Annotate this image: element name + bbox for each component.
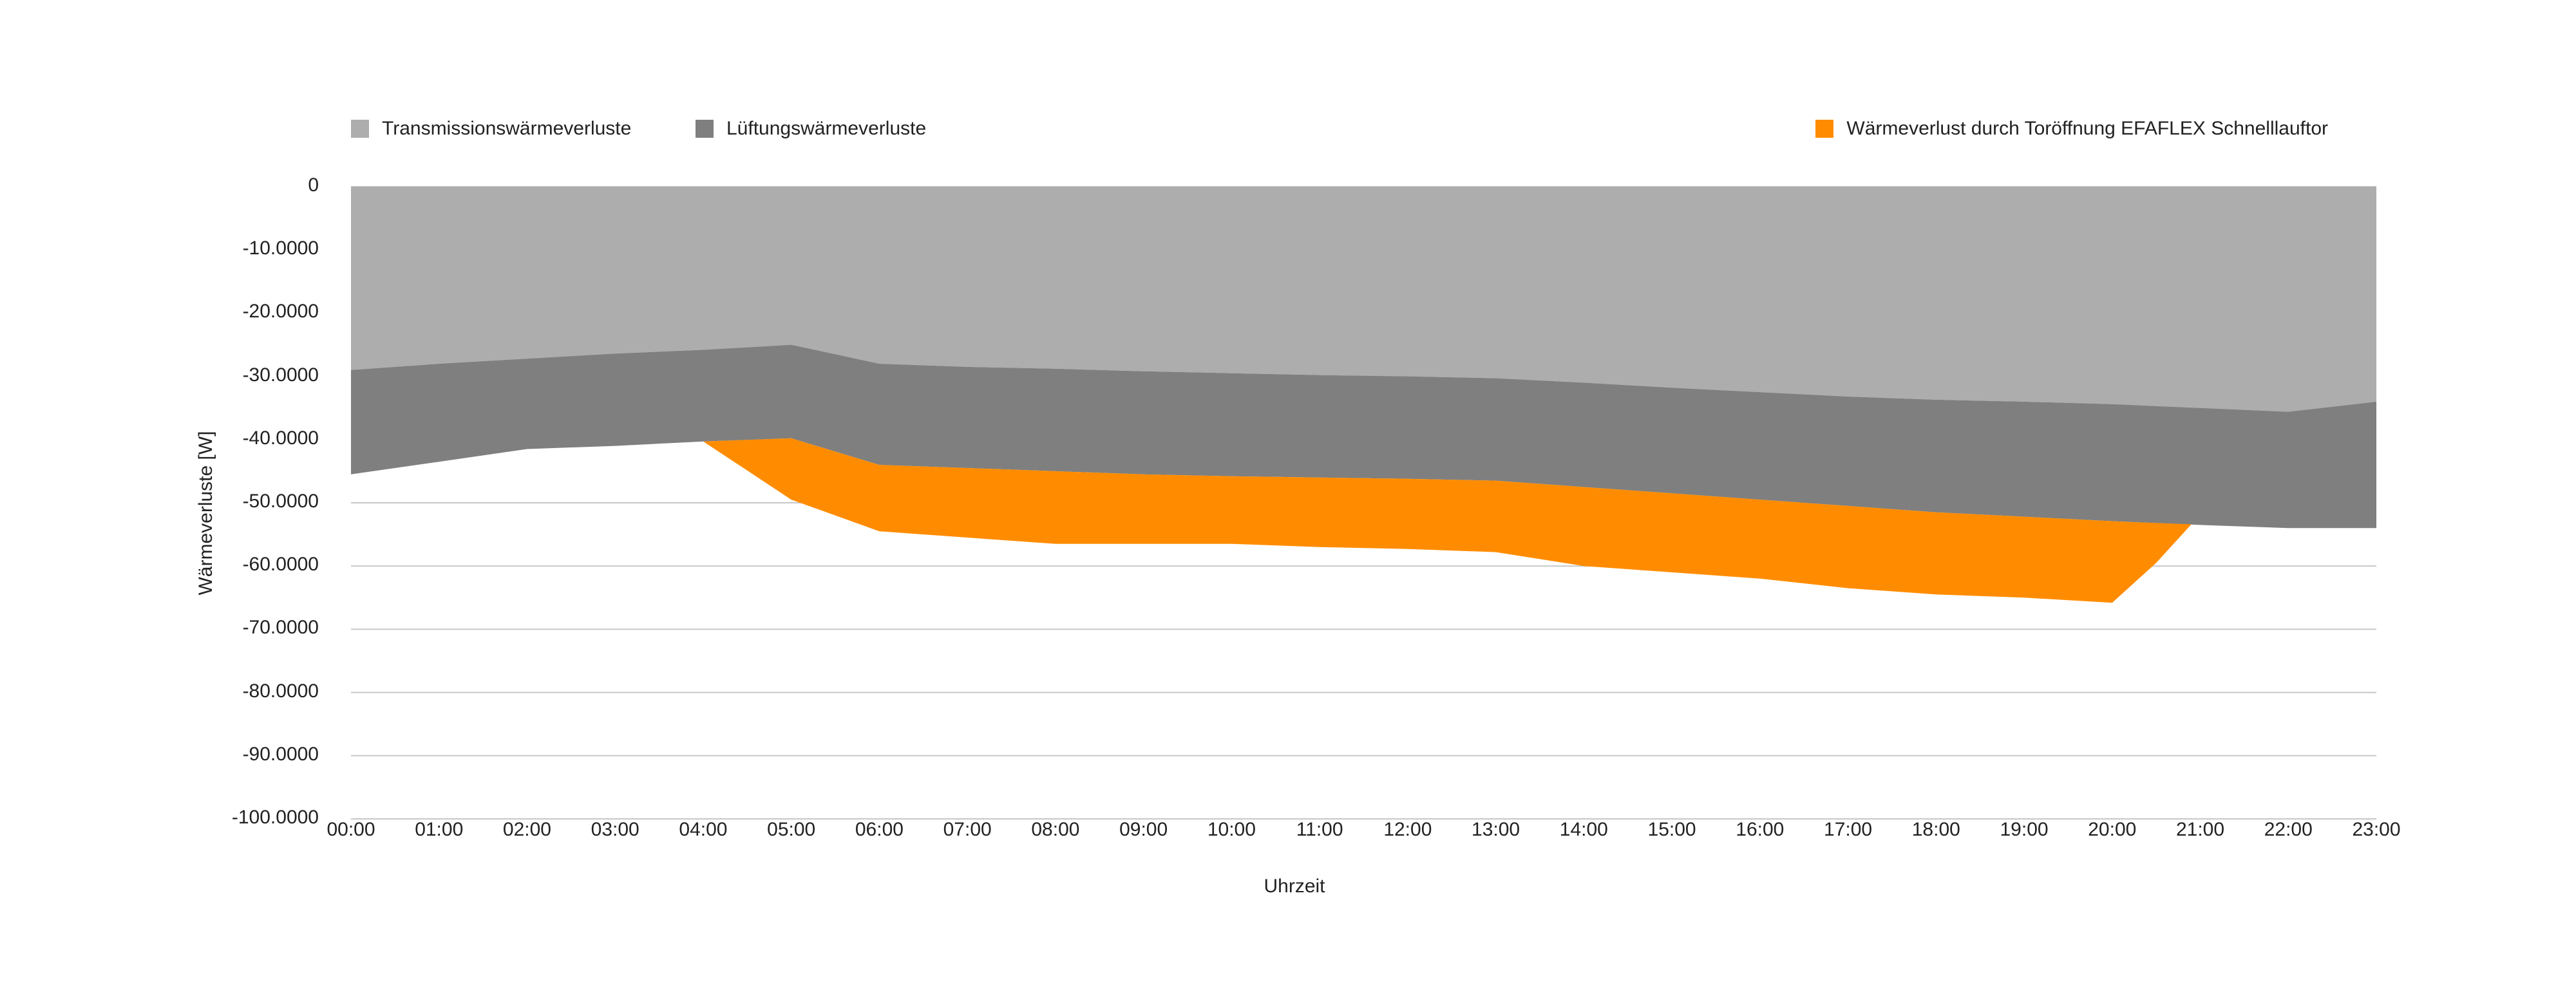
- x-tick-label: 23:00: [2352, 819, 2401, 840]
- x-tick-label: 22:00: [2264, 819, 2313, 840]
- x-tick-label: 05:00: [767, 819, 816, 840]
- y-tick-label: -20.0000: [242, 301, 319, 323]
- x-tick-label: 19:00: [2000, 819, 2049, 840]
- x-tick-label: 04:00: [679, 819, 728, 840]
- y-tick-label: -100.0000: [231, 807, 319, 828]
- x-tick-label: 06:00: [855, 819, 904, 840]
- legend-swatch-lueftung: [696, 120, 714, 138]
- legend-item-toroeffnung: Wärmeverlust durch Toröffnung EFAFLEX Sc…: [1815, 115, 2328, 143]
- x-tick-label: 07:00: [943, 819, 992, 840]
- x-tick-label: 15:00: [1647, 819, 1696, 840]
- legend-swatch-toroeffnung: [1815, 120, 1834, 138]
- y-tick-label: 0: [308, 174, 319, 196]
- x-tick-label: 01:00: [415, 819, 464, 840]
- x-tick-label: 08:00: [1031, 819, 1080, 840]
- area-luftungswarmeverluste: [351, 344, 2376, 529]
- legend-swatch-transmission: [351, 120, 369, 138]
- y-tick-label: -40.0000: [242, 427, 319, 449]
- y-tick-label: -30.0000: [242, 364, 319, 386]
- y-tick-label: -10.0000: [242, 238, 319, 259]
- x-tick-label: 21:00: [2175, 819, 2225, 840]
- area-series: [351, 187, 2376, 603]
- x-tick-label: 17:00: [1824, 819, 1873, 840]
- y-axis-label: Wärmeverluste [W]: [195, 431, 216, 596]
- x-tick-label: 20:00: [2088, 819, 2137, 840]
- y-tick-label: -50.0000: [242, 491, 319, 512]
- y-tick-label: -80.0000: [242, 680, 319, 702]
- area-warmeverlust-durch-toroffnung-efaflex-schnelllauftor: [703, 438, 2192, 603]
- legend-item-lueftung: Lüftungswärmeverluste: [696, 115, 926, 143]
- legend-label-transmission: Transmissionswärmeverluste: [382, 118, 632, 139]
- x-tick-label: 12:00: [1383, 819, 1432, 840]
- x-tick-label: 18:00: [1911, 819, 1960, 840]
- y-tick-label: -60.0000: [242, 554, 319, 576]
- x-tick-label: 03:00: [591, 819, 639, 840]
- y-tick-label: -90.0000: [242, 743, 319, 765]
- legend-item-transmission: Transmissionswärmeverluste: [351, 115, 631, 143]
- y-tick-label: -70.0000: [242, 617, 319, 639]
- legend-label-lueftung: Lüftungswärmeverluste: [726, 118, 927, 139]
- x-tick-label: 02:00: [502, 819, 551, 840]
- x-tick-label: 09:00: [1119, 819, 1168, 840]
- x-tick-label: 11:00: [1296, 819, 1343, 840]
- x-axis-label: Uhrzeit: [1264, 876, 1325, 897]
- x-tick-label: 14:00: [1559, 819, 1608, 840]
- x-tick-label: 16:00: [1736, 819, 1785, 840]
- x-tick-label: 13:00: [1472, 819, 1520, 840]
- area-transmissionswarmeverluste: [351, 187, 2376, 412]
- x-tick-label: 10:00: [1207, 819, 1256, 840]
- x-tick-label: 00:00: [327, 819, 375, 840]
- legend-label-toroeffnung: Wärmeverlust durch Toröffnung EFAFLEX Sc…: [1846, 118, 2328, 139]
